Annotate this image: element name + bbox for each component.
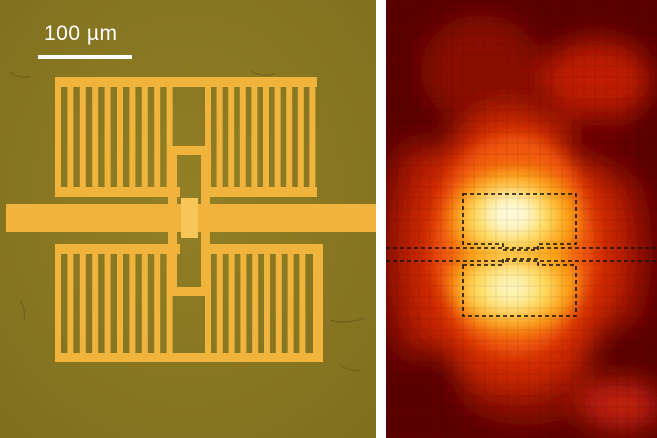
central-cross-structure: [168, 146, 210, 296]
bottom-comb-finger: [92, 244, 99, 362]
surface-scratches: [9, 69, 366, 371]
heat-blobs-inner: [434, 135, 594, 355]
top-comb-finger: [228, 77, 235, 197]
top-comb-finger: [166, 77, 173, 197]
device-outline: [386, 193, 657, 317]
bottom-comb-finger: [166, 244, 173, 362]
top-comb-finger: [216, 77, 223, 197]
optical-micrograph-panel: 100 µm: [0, 0, 376, 438]
bottom-comb-finger: [55, 244, 61, 362]
bottom-comb-finger: [104, 244, 111, 362]
top-comb-finger: [286, 77, 293, 197]
top-comb-finger: [263, 77, 269, 197]
heatmap-panel: [386, 0, 657, 438]
top-comb-finger: [309, 77, 316, 197]
bottom-comb-finger: [117, 244, 123, 362]
bottom-comb-finger: [205, 244, 211, 362]
top-comb-finger: [92, 77, 99, 197]
top-comb-finger: [251, 77, 258, 197]
bottom-comb-finger: [275, 244, 282, 362]
top-comb-finger: [117, 77, 123, 197]
bottom-comb-electrode: [55, 244, 323, 362]
top-comb-finger: [297, 77, 304, 197]
bottom-comb-finger: [299, 244, 306, 362]
bottom-comb-finger: [129, 244, 136, 362]
top-comb-finger: [67, 77, 74, 197]
bottom-comb-finger: [287, 244, 294, 362]
scale-bar: [38, 55, 132, 59]
top-comb-finger: [79, 77, 86, 197]
micrograph-image: [0, 0, 376, 438]
top-comb-electrode: [55, 77, 317, 197]
top-comb-finger: [129, 77, 136, 197]
bottom-comb-finger: [141, 244, 148, 362]
bottom-comb-finger: [252, 244, 259, 362]
scale-bar-label: 100 µm: [44, 22, 118, 45]
bottom-comb-finger: [264, 244, 270, 362]
top-comb-finger: [239, 77, 246, 197]
top-comb-finger: [205, 77, 211, 197]
bottom-comb-finger: [67, 244, 74, 362]
bottom-comb-finger: [154, 244, 161, 362]
top-comb-finger: [274, 77, 281, 197]
top-comb-finger: [154, 77, 161, 197]
top-comb-finger: [55, 77, 61, 197]
top-comb-finger: [141, 77, 148, 197]
heatmap-image: [386, 0, 657, 438]
top-electrode-outline: [462, 193, 577, 251]
bottom-comb-finger: [79, 244, 86, 362]
pixel-grid: [386, 0, 657, 438]
top-comb-finger: [104, 77, 111, 197]
bottom-electrode-outline: [462, 258, 577, 317]
bottom-comb-finger: [240, 244, 247, 362]
bottom-comb-finger: [228, 244, 235, 362]
bottom-comb-finger: [216, 244, 223, 362]
